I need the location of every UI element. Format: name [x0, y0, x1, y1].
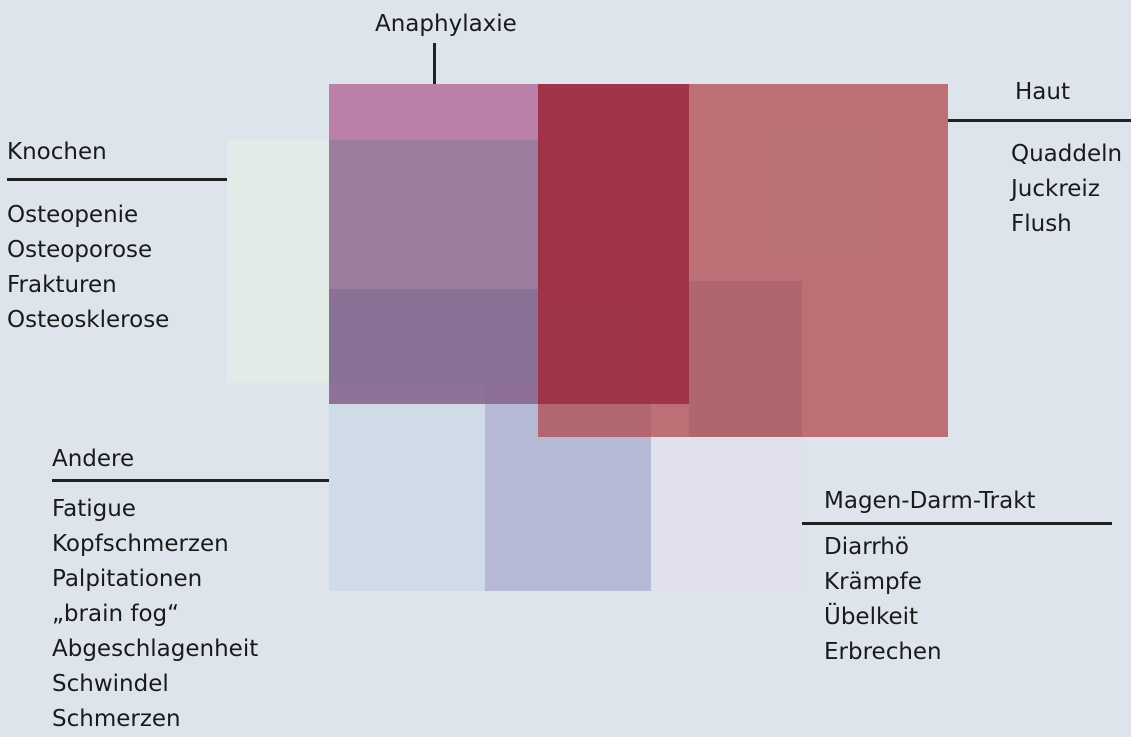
andere-underline [52, 479, 329, 482]
andere-title: Andere [52, 446, 135, 472]
knochen-underline [7, 178, 227, 181]
list-item: Quaddeln [1011, 141, 1123, 167]
list-item: Frakturen [7, 272, 117, 298]
magen-darm-title: Magen-Darm-Trakt [824, 488, 1036, 514]
list-item: Osteosklerose [7, 307, 170, 333]
list-item: Übelkeit [824, 604, 919, 630]
knochen-symptom-list: Osteopenie Osteoporose Frakturen Osteosk… [7, 198, 169, 338]
haut-title: Haut [1015, 79, 1070, 105]
list-item: Flush [1011, 211, 1072, 237]
list-item: Abgeschlagenheit [52, 636, 259, 662]
knochen-title: Knochen [7, 139, 107, 165]
magen-darm-symptom-list: Diarrhö Krämpfe Übelkeit Erbrechen [824, 530, 942, 670]
haut-symptom-list: Quaddeln Juckreiz Flush [1011, 137, 1122, 242]
haut-underline [948, 119, 1131, 122]
list-item: Krämpfe [824, 569, 922, 595]
list-item: Osteoporose [7, 237, 153, 263]
list-item: Juckreiz [1011, 176, 1100, 202]
andere-symptom-list: Fatigue Kopfschmerzen Palpitationen „bra… [52, 492, 258, 737]
list-item: Palpitationen [52, 566, 203, 592]
list-item: Schwindel [52, 671, 169, 697]
magen-darm-underline [802, 522, 1112, 525]
anaphylaxie-title: Anaphylaxie [375, 11, 517, 37]
list-item: Erbrechen [824, 639, 942, 665]
list-item: Schmerzen [52, 706, 181, 732]
list-item: Osteopenie [7, 202, 139, 228]
list-item: Kopfschmerzen [52, 531, 229, 557]
haut-magen-darm-overlap [689, 281, 802, 437]
list-item: Fatigue [52, 496, 136, 522]
list-item: Diarrhö [824, 534, 909, 560]
anaphylaxie-connector [433, 43, 436, 84]
haut-anaphylaxie-overlap [538, 84, 689, 404]
list-item: „brain fog“ [52, 601, 180, 627]
